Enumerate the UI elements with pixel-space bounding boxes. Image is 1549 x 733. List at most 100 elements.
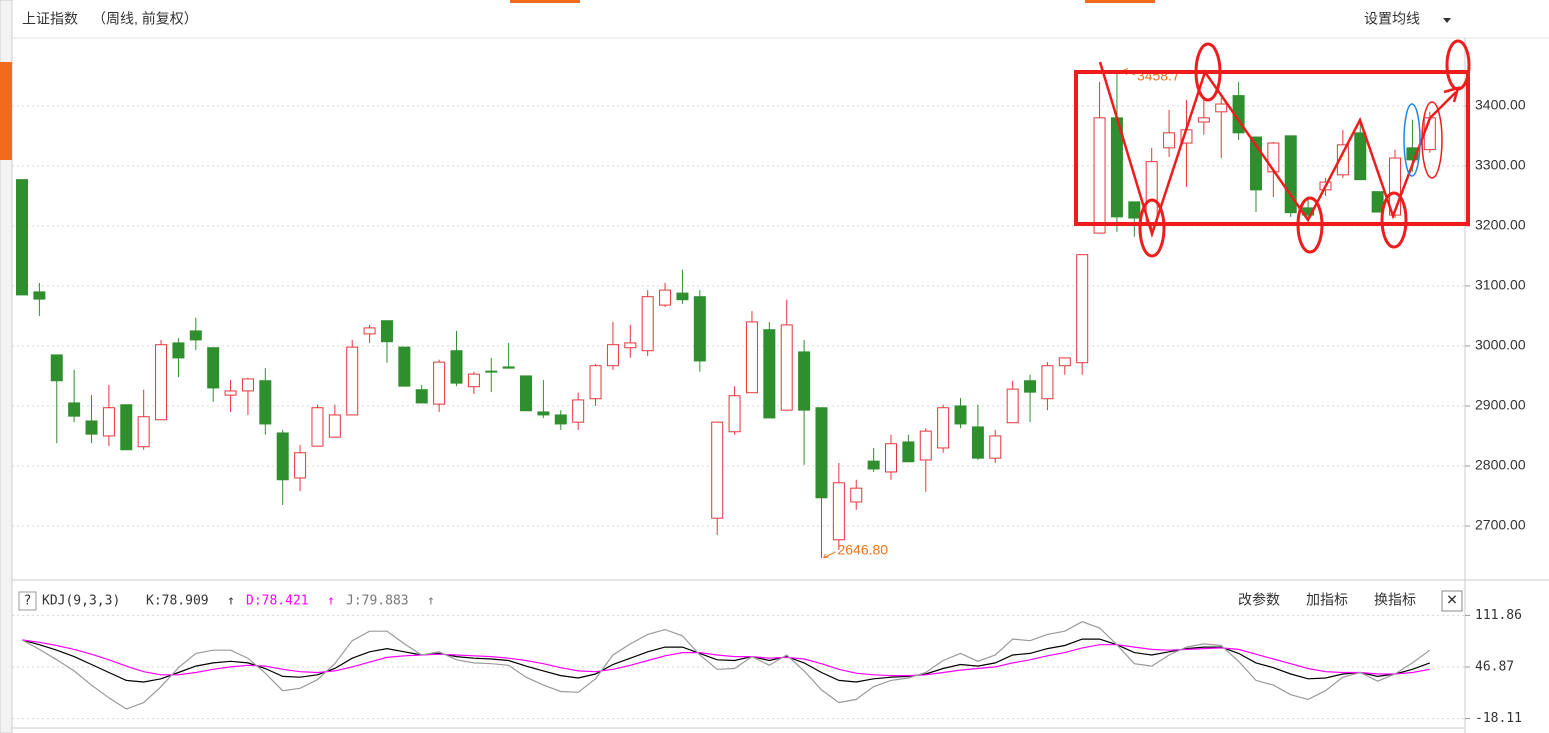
- j-arrow: ↑: [427, 594, 435, 609]
- y-tick-label: 3000.00: [1475, 337, 1526, 353]
- candle-body: [624, 342, 637, 349]
- candle-body: [659, 289, 672, 306]
- candle-body: [1406, 147, 1419, 161]
- close-box[interactable]: [1441, 590, 1463, 612]
- y-tick-label: 3400.00: [1475, 97, 1526, 113]
- candle-body: [1267, 142, 1280, 173]
- candle-body: [763, 329, 776, 419]
- ma-button[interactable]: 设置均线: [1364, 11, 1420, 27]
- candle-body: [502, 366, 515, 369]
- candle-body: [328, 414, 341, 438]
- annotation-circle: [1296, 196, 1324, 254]
- extreme-arrow: [823, 551, 836, 559]
- candle-body: [1389, 157, 1402, 216]
- side-strip: [0, 0, 13, 733]
- d-arrow: ↑: [327, 594, 335, 609]
- candle-body: [867, 460, 880, 470]
- side-tab[interactable]: [0, 62, 12, 160]
- candle-body: [1163, 132, 1176, 149]
- y-tick-label: 3300.00: [1475, 157, 1526, 173]
- candle-body: [294, 452, 307, 479]
- candle-body: [1128, 201, 1141, 219]
- y-tick-label: 2700.00: [1475, 517, 1526, 533]
- button[interactable]: 换指标: [1374, 592, 1416, 608]
- candle-body: [572, 399, 585, 423]
- candle-body: [33, 291, 46, 300]
- annotation-circle: [1380, 191, 1408, 249]
- candle-body: [1371, 191, 1384, 213]
- candle-body: [137, 416, 150, 448]
- y-tick-label: 46.87: [1475, 659, 1514, 674]
- y-tick-label: 2900.00: [1475, 397, 1526, 413]
- annotation-circle: [1445, 39, 1471, 91]
- candle-body: [224, 390, 237, 396]
- k-arrow: ↑: [227, 594, 235, 609]
- y-tick-label: -18.11: [1475, 711, 1522, 726]
- annotation-circle: [1194, 42, 1222, 102]
- candle-body: [520, 375, 533, 412]
- candle-body: [68, 402, 81, 417]
- chart-subtitle: （周线, 前复权）: [92, 11, 198, 27]
- candle-body: [902, 441, 915, 463]
- candle-body: [1145, 161, 1158, 226]
- candle-body: [832, 482, 845, 541]
- candle-body: [102, 407, 115, 437]
- low-label: 2646.80: [837, 542, 888, 558]
- candle-body: [693, 296, 706, 362]
- candle-body: [989, 435, 1002, 459]
- candle-body: [485, 370, 498, 373]
- chart-title: 上证指数: [22, 11, 78, 27]
- tab-indicator: [510, 0, 580, 3]
- candle-body: [554, 414, 567, 425]
- candle-body: [1041, 365, 1054, 400]
- candle-body: [850, 487, 863, 503]
- candle-body: [363, 327, 376, 335]
- y-tick-label: 3100.00: [1475, 277, 1526, 293]
- kdj-line: [21, 621, 1431, 710]
- user-annotations: [1074, 39, 1471, 258]
- candle-body: [1215, 103, 1228, 113]
- indicator-name: KDJ(9,3,3): [42, 594, 120, 609]
- candle-body: [885, 443, 897, 473]
- candle-body: [971, 426, 984, 459]
- candle-body: [711, 421, 724, 519]
- candle-body: [172, 342, 185, 359]
- candle-body: [780, 324, 793, 411]
- candle-body: [16, 179, 28, 296]
- candle-body: [207, 347, 220, 389]
- y-tick-label: 3200.00: [1475, 217, 1526, 233]
- candle-body: [537, 411, 550, 416]
- candle-body: [1249, 136, 1262, 191]
- candle-body: [311, 407, 324, 447]
- help-box[interactable]: [18, 591, 37, 611]
- button[interactable]: 改参数: [1238, 592, 1280, 608]
- button[interactable]: 加指标: [1306, 592, 1348, 608]
- candle-body: [415, 389, 428, 404]
- tab-indicator: [1085, 0, 1155, 3]
- candle-body: [276, 432, 289, 481]
- candle-body: [1093, 117, 1106, 234]
- close-icon[interactable]: ✕: [1446, 592, 1458, 608]
- k-value: K:78.909: [146, 594, 209, 609]
- candle-body: [589, 365, 602, 400]
- candle-body: [937, 407, 950, 449]
- candle-body: [398, 346, 411, 387]
- annotation-circle: [1421, 101, 1443, 179]
- candle-body: [1024, 380, 1037, 393]
- y-tick-label: 111.86: [1475, 608, 1522, 623]
- help-icon[interactable]: ?: [24, 594, 32, 609]
- candle-body: [50, 354, 63, 382]
- candle-body: [120, 404, 133, 451]
- plot: 2700.00 2800.00 2900.00 3000.00 3100.00 3200.…: [12, 67, 1526, 726]
- annotation-box: [1074, 70, 1470, 226]
- candle-body: [1076, 254, 1089, 364]
- j-value: J:79.883: [346, 594, 409, 609]
- candle-body: [1006, 388, 1019, 424]
- annotation-circle: [1138, 198, 1166, 258]
- candle-body: [450, 350, 463, 384]
- d-value: D:78.421: [246, 594, 309, 609]
- annotation-circle: [1403, 103, 1421, 177]
- dropdown-icon[interactable]: [1443, 18, 1451, 23]
